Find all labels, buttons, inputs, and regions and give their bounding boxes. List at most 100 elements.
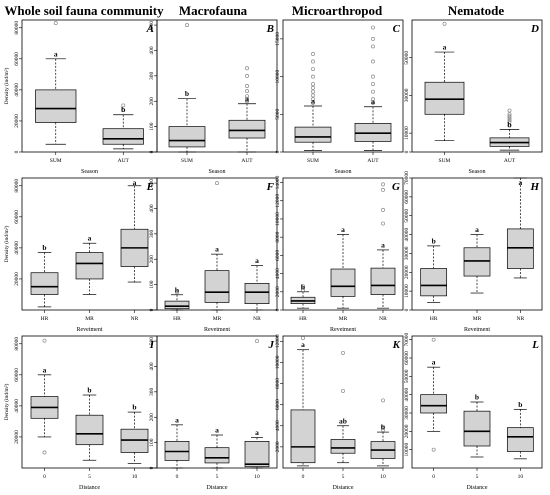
y-tick-label: 500 — [149, 337, 155, 346]
significance-letter: a — [133, 178, 137, 187]
y-tick-label: 8000 — [275, 378, 281, 389]
x-tick-label: SUM — [181, 158, 193, 164]
y-tick-label: 30000 — [404, 246, 410, 260]
y-tick-label: 10000 — [275, 69, 281, 83]
box-10: b — [370, 398, 396, 467]
significance-letter: a — [443, 43, 447, 52]
outlier-point — [311, 67, 315, 71]
y-tick-label: 40000 — [14, 399, 20, 413]
box-iqr — [164, 300, 190, 310]
outlier-point — [311, 85, 315, 90]
significance-letter: a — [341, 225, 345, 234]
panel-d: 0 10000 30000 50000 a SUM b AUT D Season — [404, 19, 543, 175]
y-tick-label: 300 — [149, 71, 155, 80]
y-tick-label: 10000 — [275, 355, 281, 369]
panel-label: A — [146, 23, 154, 35]
outlier-point — [507, 117, 512, 122]
y-tick-label: 40000 — [14, 83, 20, 97]
box-iqr — [424, 81, 465, 115]
x-tick-label: HR — [299, 316, 307, 322]
plot-frame — [411, 19, 543, 153]
outlier-point — [371, 97, 375, 102]
significance-letter: a — [215, 245, 219, 254]
x-tick-label: 5 — [88, 474, 91, 480]
significance-letter: b — [175, 285, 179, 294]
x-tick-label: 10 — [132, 474, 138, 480]
significance-letter: b — [507, 120, 511, 129]
outlier-point — [301, 288, 305, 292]
y-tick-label: 30000 — [404, 88, 410, 102]
outlier-point — [245, 89, 249, 94]
column-title-whole-soil: Whole soil fauna community — [4, 3, 164, 18]
outlier-point — [245, 66, 249, 71]
outlier-point — [381, 187, 385, 192]
box-10: b — [506, 400, 534, 460]
panel-label: E — [146, 181, 154, 193]
panel-h: 0 10000 20000 30000 40000 50000 60000 70000 b HR a… — [404, 171, 543, 333]
x-tick-label: MR — [339, 316, 348, 322]
x-tick-label: SUM — [50, 158, 62, 164]
significance-letter: b — [432, 236, 436, 245]
outlier-point — [507, 119, 512, 124]
y-tick-label: 10000 — [404, 284, 410, 298]
panel-j: 0 100 200 300 400 500 a 0 a 5 a 10 J Distance — [149, 335, 278, 491]
box-nr: a — [506, 177, 534, 279]
panel-label: I — [149, 339, 155, 351]
significance-letter: a — [215, 426, 219, 435]
box-hr: b — [290, 282, 316, 309]
plot-frame — [156, 19, 278, 153]
box-mr: a — [75, 234, 104, 295]
box-iqr — [75, 252, 104, 280]
x-axis-title: Distance — [333, 485, 354, 491]
y-tick-label: 50000 — [404, 209, 410, 223]
y-tick-label: 500 — [149, 21, 155, 30]
significance-letter: a — [88, 234, 92, 243]
x-tick-label: NR — [517, 316, 525, 322]
x-tick-label: SUM — [307, 158, 319, 164]
outlier-point — [311, 97, 315, 102]
outlier-point — [311, 74, 315, 79]
significance-letter: b — [185, 89, 189, 98]
outlier-point — [371, 74, 375, 79]
y-tick-label: 500 — [149, 179, 155, 188]
significance-letter: b — [475, 393, 479, 402]
x-tick-label: 10 — [380, 474, 386, 480]
significance-letter: a — [475, 225, 479, 234]
y-tick-label: 60000 — [404, 351, 410, 365]
significance-letter: b — [121, 105, 125, 114]
x-tick-label: MR — [213, 316, 222, 322]
x-tick-label: MR — [85, 316, 94, 322]
outlier-point — [301, 284, 305, 289]
x-tick-label: 5 — [342, 474, 345, 480]
box-nr: a — [244, 256, 270, 311]
y-tick-label: 400 — [149, 204, 155, 213]
x-tick-label: HR — [173, 316, 181, 322]
panel-l: 10000 20000 30000 40000 50000 60000 70000 a 0 b 5 b… — [404, 333, 543, 491]
panel-label: J — [268, 339, 275, 351]
y-tick-label: 6000 — [275, 399, 281, 410]
x-axis-title: Season — [335, 169, 352, 175]
y-tick-label: 80000 — [14, 337, 20, 351]
box-sum: a — [424, 21, 465, 142]
y-tick-label: 20000 — [14, 114, 20, 128]
outlier-point — [507, 112, 512, 117]
significance-letter: a — [54, 49, 58, 58]
y-tick-label: 400 — [149, 362, 155, 371]
x-tick-label: 10 — [254, 474, 260, 480]
y-tick-label: 2000 — [275, 441, 281, 452]
y-tick-label: 10000 — [404, 126, 410, 140]
outlier-point — [121, 108, 126, 113]
outlier-point — [301, 336, 305, 341]
outlier-point — [245, 73, 249, 78]
y-axis-title: Density (ind/m²) — [3, 226, 10, 263]
box-iqr — [102, 128, 144, 145]
outlier-point — [371, 59, 375, 64]
y-tick-label: 70000 — [404, 171, 410, 185]
significance-letter: a — [432, 358, 436, 367]
y-tick-label: 10000 — [404, 443, 410, 457]
outlier-point — [381, 398, 385, 403]
x-tick-label: MR — [473, 316, 482, 322]
outlier-point — [371, 36, 375, 41]
box-iqr — [330, 439, 356, 454]
y-tick-label: 0 — [14, 150, 20, 153]
